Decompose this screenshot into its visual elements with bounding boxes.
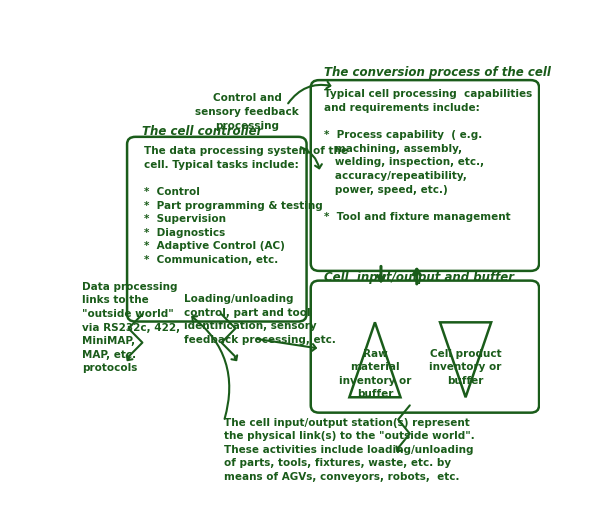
Text: The data processing system of the
cell. Typical tasks include:

*  Control
*  Pa: The data processing system of the cell. … bbox=[144, 146, 348, 265]
Text: Loading/unloading
control, part and tool
identification, sensory
feedback proces: Loading/unloading control, part and tool… bbox=[184, 294, 336, 345]
Text: Cell  input/output and buffer: Cell input/output and buffer bbox=[324, 271, 514, 284]
Text: Data processing
links to the
"outside world"
via RS232c, 422,
MiniMAP,
MAP, etc.: Data processing links to the "outside wo… bbox=[82, 282, 180, 373]
FancyBboxPatch shape bbox=[127, 137, 307, 321]
Text: Raw
material
inventory or
buffer: Raw material inventory or buffer bbox=[339, 349, 411, 399]
FancyBboxPatch shape bbox=[311, 280, 539, 413]
Text: Control and
sensory feedback
processing: Control and sensory feedback processing bbox=[195, 94, 299, 130]
FancyBboxPatch shape bbox=[311, 80, 539, 271]
Text: The conversion process of the cell: The conversion process of the cell bbox=[324, 66, 551, 78]
Text: Typical cell processing  capabilities
and requirements include:

*  Process capa: Typical cell processing capabilities and… bbox=[324, 89, 532, 222]
Text: Cell product
inventory or
buffer: Cell product inventory or buffer bbox=[430, 349, 502, 386]
Text: The cell controller: The cell controller bbox=[142, 125, 263, 138]
Text: The cell input/output station(s) represent
the physical link(s) to the "outside : The cell input/output station(s) represe… bbox=[224, 418, 475, 482]
